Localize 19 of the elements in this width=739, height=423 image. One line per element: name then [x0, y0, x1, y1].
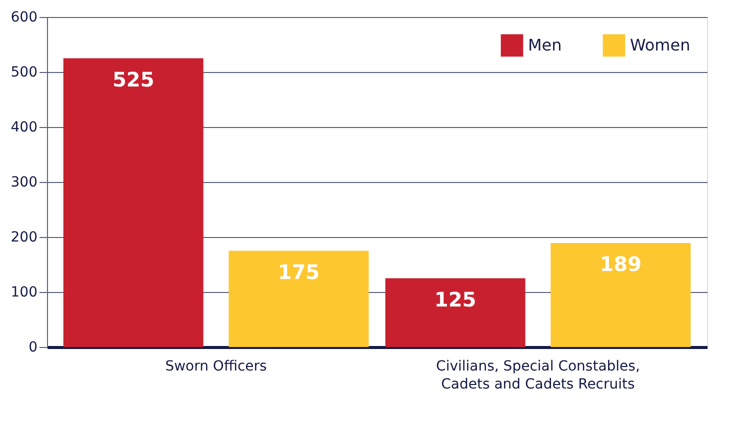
y-tick-label: 600 — [10, 10, 38, 26]
x-tick-label: Civilians, Special Constables, Cadets and Cadets Recruits — [436, 358, 640, 392]
y-tick-label: 200 — [10, 230, 38, 246]
legend-label: Women — [630, 35, 690, 54]
y-tick-label: 0 — [28, 340, 38, 356]
data-label: 525 — [112, 67, 154, 92]
y-tick-label: 400 — [10, 120, 38, 136]
bar — [63, 58, 204, 347]
y-tick-label: 500 — [10, 64, 38, 80]
x-tick-label: Sworn Officers — [165, 358, 267, 374]
bar — [385, 278, 526, 347]
legend-label: Men — [528, 35, 562, 54]
y-tick-label: 300 — [10, 174, 38, 190]
data-label: 125 — [434, 287, 476, 312]
bar — [550, 243, 691, 347]
bar — [228, 250, 369, 347]
data-label: 175 — [278, 260, 320, 284]
data-label: 189 — [600, 252, 642, 276]
y-tick-label: 100 — [10, 284, 38, 300]
